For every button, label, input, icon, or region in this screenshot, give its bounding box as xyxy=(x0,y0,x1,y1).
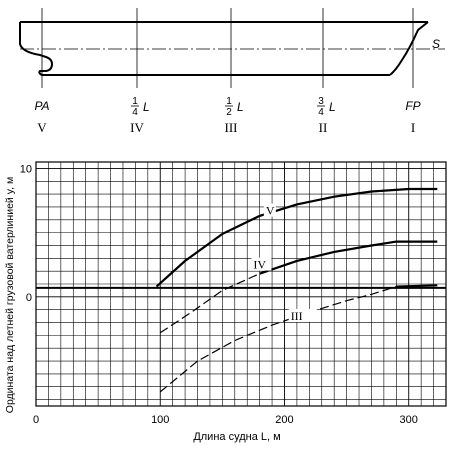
y-axis-label: Ордината над летней грузовой ватерлинией… xyxy=(4,177,16,413)
series-layer xyxy=(36,187,446,393)
roman-label-iii: III xyxy=(225,120,238,135)
series-line-solid-III xyxy=(396,284,438,288)
roman-label-v: V xyxy=(37,120,47,135)
y-tick-label: 10 xyxy=(20,163,32,175)
svg-text:L: L xyxy=(143,100,150,114)
ship-diagram: S PA 1 4 L 1 2 L 3 4 L FP V IV III II I xyxy=(19,8,445,135)
y-tick-label: 0 xyxy=(26,292,32,304)
svg-text:L: L xyxy=(329,100,336,114)
bow-profile xyxy=(389,21,429,76)
series-label-bg xyxy=(288,308,317,322)
series-line-dashed-III xyxy=(159,286,397,393)
x-tick-label: 0 xyxy=(33,414,39,426)
x-axis-label: Длина судна L, м xyxy=(193,431,280,443)
station-label-fp: FP xyxy=(405,99,420,113)
series-label-III: III xyxy=(291,309,303,323)
x-tick-label: 200 xyxy=(275,414,293,426)
series-labels: V IV III xyxy=(251,203,317,323)
plot-frame xyxy=(35,161,447,407)
series-line-solid-IV xyxy=(259,240,438,275)
svg-text:3: 3 xyxy=(318,96,324,107)
svg-text:1: 1 xyxy=(132,96,138,107)
waterline-label: S xyxy=(432,37,440,51)
svg-text:4: 4 xyxy=(132,107,138,118)
svg-text:1: 1 xyxy=(226,96,232,107)
series-label-bg xyxy=(263,203,276,217)
series-label-V: V xyxy=(266,204,275,218)
station-label-pa: PA xyxy=(34,99,49,113)
tick-labels: 0 100 200 300 0 10 xyxy=(20,163,418,426)
chart: 0 100 200 300 0 10 V IV III Длина судна L, м Ор… xyxy=(4,161,447,443)
x-tick-label: 300 xyxy=(400,414,418,426)
svg-text:2: 2 xyxy=(226,107,232,118)
x-tick-label: 100 xyxy=(151,414,169,426)
station-label-three-quarter: 3 4 L xyxy=(317,96,336,118)
roman-label-i: I xyxy=(411,120,415,135)
roman-label-ii: II xyxy=(319,120,328,135)
chart-grid xyxy=(36,162,446,406)
station-label-quarter: 1 4 L xyxy=(131,96,150,118)
station-label-half: 1 2 L xyxy=(225,96,244,118)
roman-label-iv: IV xyxy=(130,120,144,135)
series-line-V xyxy=(155,187,438,288)
series-label-IV: IV xyxy=(253,258,266,272)
stern-profile xyxy=(19,22,390,76)
svg-text:L: L xyxy=(237,100,244,114)
svg-text:4: 4 xyxy=(318,107,324,118)
series-label-bg xyxy=(251,257,272,271)
series-line-dashed-IV xyxy=(159,273,260,334)
